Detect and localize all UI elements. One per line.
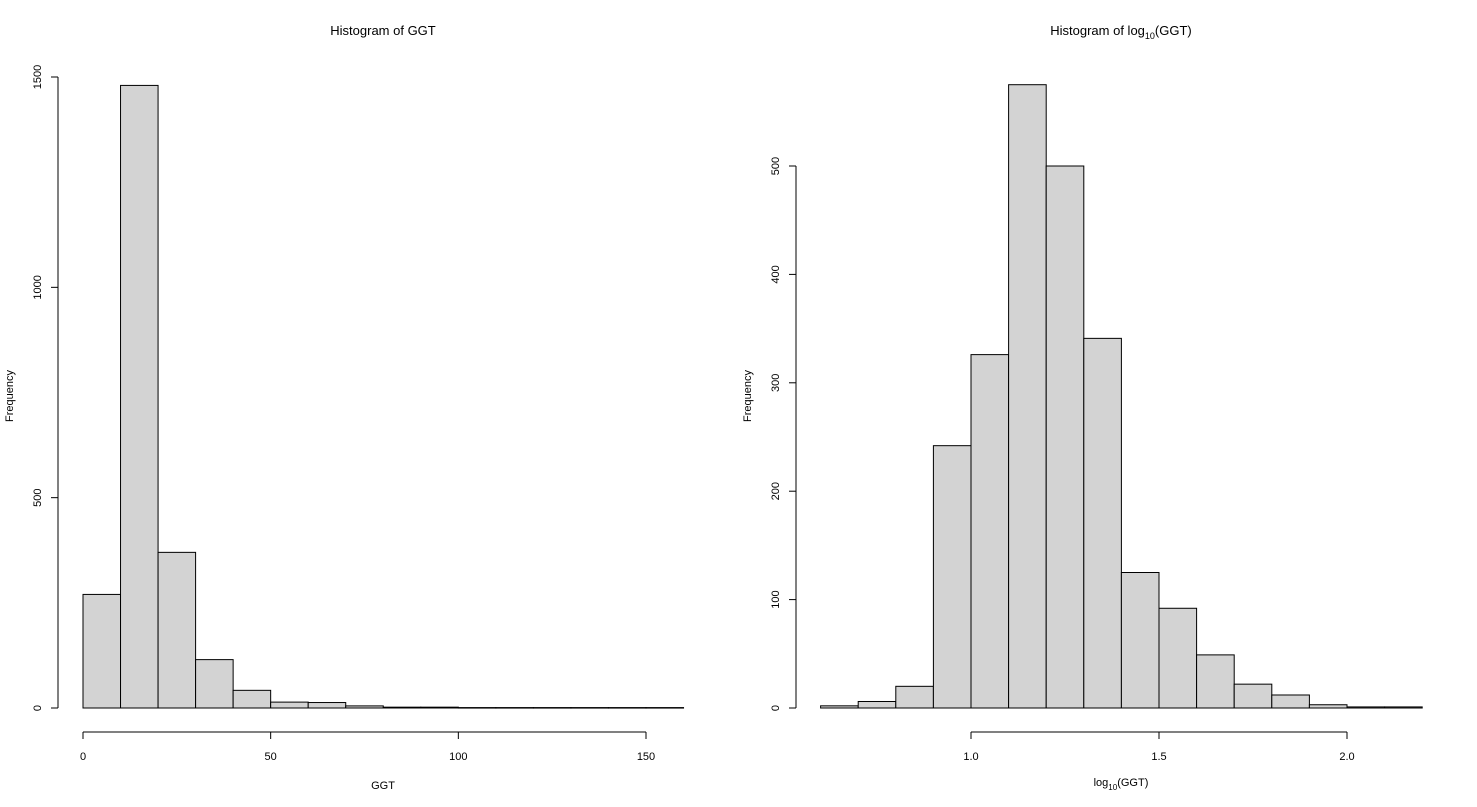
x-axis: 0 50 100 150 xyxy=(80,732,655,763)
y-tick-label: 0 xyxy=(32,705,44,711)
log-ggt-histogram: Histogram of log10(GGT) 0100200300400500… xyxy=(742,23,1422,792)
y-axis-label: Frequency xyxy=(4,370,16,422)
histogram-bar xyxy=(158,552,196,708)
x-tick-label: 1.0 xyxy=(963,751,978,763)
histogram-bar xyxy=(1234,684,1272,708)
histogram-bar xyxy=(1197,655,1235,708)
chart-title: Histogram of log10(GGT) xyxy=(1050,23,1192,41)
y-tick-label: 300 xyxy=(770,374,782,392)
y-axis: 0 100 200 300 400 500 xyxy=(770,157,796,711)
histogram-bar xyxy=(971,355,1009,708)
y-tick-label: 200 xyxy=(770,482,782,500)
chart-title-tail: (GGT) xyxy=(1155,23,1192,38)
histogram-bar xyxy=(1084,338,1122,708)
histogram-bar xyxy=(421,707,459,708)
x-tick-label: 2.0 xyxy=(1339,751,1354,763)
y-axis: 0 500 1000 1500 xyxy=(32,65,58,711)
histogram-bar xyxy=(1385,707,1423,708)
x-axis-label: GGT xyxy=(371,780,395,792)
y-axis-label: Frequency xyxy=(742,370,754,422)
histogram-bar xyxy=(1347,707,1385,708)
histogram-bar xyxy=(896,686,934,708)
bars xyxy=(821,85,1423,708)
x-tick-label: 150 xyxy=(637,751,655,763)
x-tick-label: 50 xyxy=(265,751,277,763)
histogram-bar xyxy=(533,708,571,709)
y-tick-label: 100 xyxy=(770,590,782,608)
x-tick-label: 100 xyxy=(449,751,467,763)
histogram-bar xyxy=(1159,608,1197,708)
histogram-bar xyxy=(1121,573,1159,709)
histogram-bar xyxy=(646,708,684,709)
histogram-bar xyxy=(933,446,971,708)
x-tick-label: 0 xyxy=(80,751,86,763)
x-axis: 1.0 1.5 2.0 xyxy=(963,732,1354,763)
x-tick-label: 1.5 xyxy=(1151,751,1166,763)
histogram-bar xyxy=(458,708,496,709)
histogram-bar xyxy=(1046,166,1084,708)
x-axis-label-tail: (GGT) xyxy=(1117,777,1148,789)
histogram-bar xyxy=(83,594,121,708)
y-tick-label: 1500 xyxy=(32,65,44,89)
y-tick-label: 0 xyxy=(770,705,782,711)
histogram-bar xyxy=(608,708,646,709)
histogram-bar xyxy=(196,660,234,708)
histogram-bar xyxy=(496,708,534,709)
histogram-bar xyxy=(233,690,271,708)
histogram-bar xyxy=(858,701,896,708)
histogram-bar xyxy=(308,703,346,708)
chart-title: Histogram of GGT xyxy=(330,23,436,38)
chart-title-main: Histogram of log xyxy=(1050,23,1145,38)
x-axis-label: log10(GGT) xyxy=(1094,777,1149,792)
histogram-bar xyxy=(1009,85,1047,708)
histogram-bar xyxy=(346,706,384,708)
y-tick-label: 500 xyxy=(32,488,44,506)
histogram-bar xyxy=(1272,695,1310,708)
bars xyxy=(83,85,684,708)
y-tick-label: 400 xyxy=(770,265,782,283)
y-tick-label: 500 xyxy=(770,157,782,175)
chart-title-subscript: 10 xyxy=(1145,31,1155,41)
histogram-bar xyxy=(1309,705,1347,708)
histogram-bar xyxy=(821,706,859,708)
histogram-bar xyxy=(383,707,421,708)
y-tick-label: 1000 xyxy=(32,275,44,299)
x-axis-label-main: log xyxy=(1094,777,1109,789)
histogram-bar xyxy=(121,85,159,708)
histogram-bar xyxy=(271,702,309,708)
histogram-bar xyxy=(571,708,609,709)
